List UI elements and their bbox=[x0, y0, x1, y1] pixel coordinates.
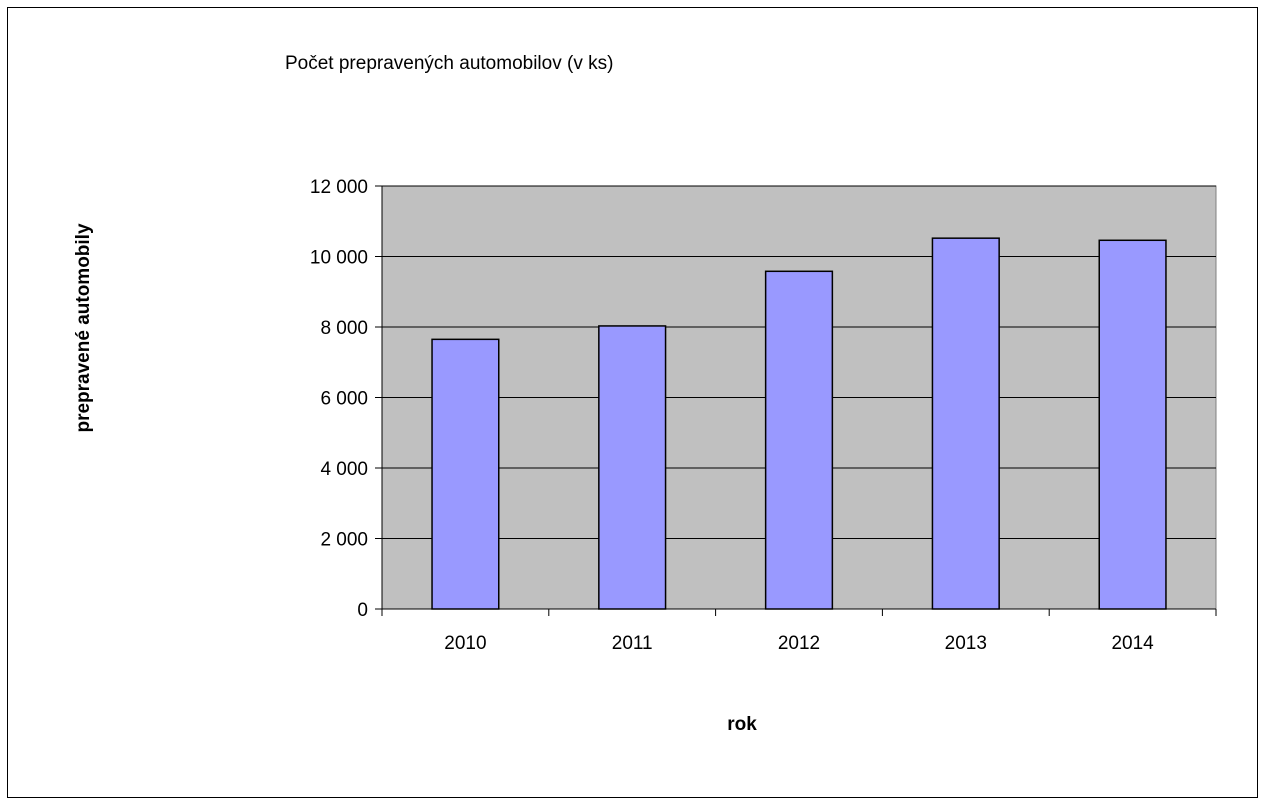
bar-2013 bbox=[931, 237, 1000, 610]
y-axis-label: prepravené automobily bbox=[73, 223, 94, 432]
bar-2010 bbox=[431, 338, 500, 610]
bar-2011 bbox=[598, 325, 667, 610]
x-tick-label: 2014 bbox=[1111, 633, 1154, 654]
x-tick-label: 2013 bbox=[945, 633, 987, 654]
x-tick-label: 2010 bbox=[444, 633, 486, 654]
x-tick-label: 2011 bbox=[612, 633, 653, 654]
y-tick-label: 4 000 bbox=[320, 459, 368, 480]
y-tick-label: 12 000 bbox=[310, 177, 368, 198]
x-tick-label: 2012 bbox=[778, 633, 820, 654]
bar-2012 bbox=[764, 270, 834, 610]
axes bbox=[375, 185, 1217, 616]
bar-2014 bbox=[1098, 239, 1167, 610]
y-tick-label: 0 bbox=[357, 600, 368, 621]
y-tick-label: 10 000 bbox=[310, 248, 368, 269]
x-tick-labels: 2010 2011 2012 2013 2014 bbox=[444, 633, 1154, 654]
y-tick-label: 6 000 bbox=[320, 389, 368, 410]
chart-title: Počet prepravených automobilov (v ks) bbox=[285, 53, 613, 74]
x-axis-label: rok bbox=[727, 714, 757, 735]
y-tick-label: 8 000 bbox=[320, 318, 368, 339]
bars bbox=[431, 237, 1167, 610]
y-tick-labels: 0 2 000 4 000 6 000 8 000 10 000 12 000 bbox=[310, 177, 368, 621]
y-tick-label: 2 000 bbox=[320, 530, 368, 551]
